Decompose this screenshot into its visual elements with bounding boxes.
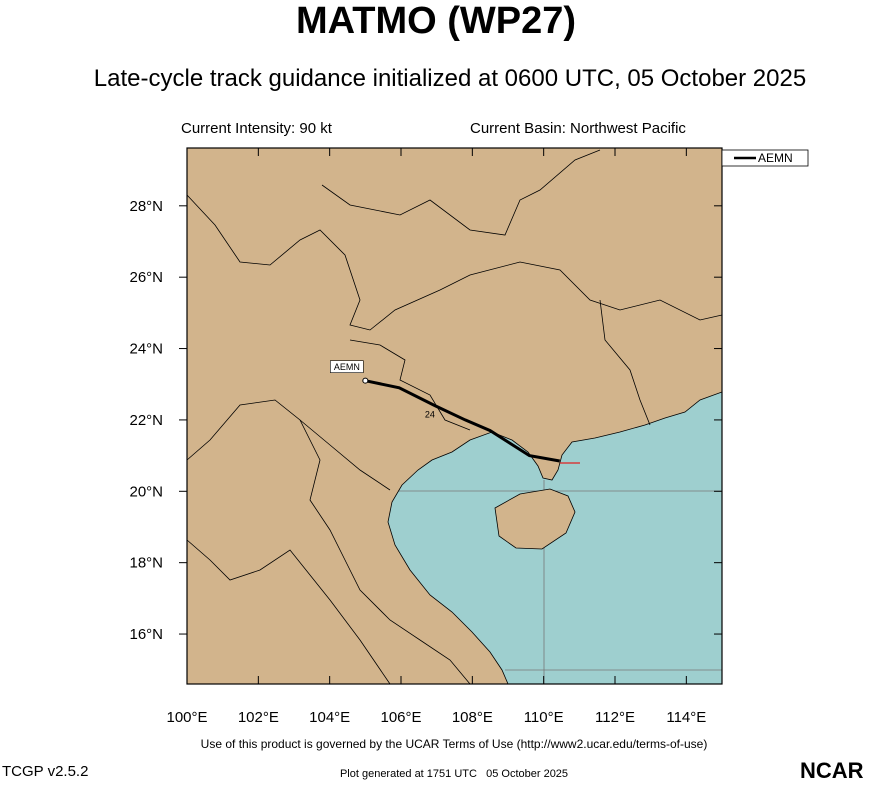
y-tick-label: 18°N [129,555,163,572]
y-tick-label: 20°N [129,483,163,500]
province-border [299,419,391,491]
chart-subtitle: Late-cycle track guidance initialized at… [94,65,806,92]
province-border [349,339,471,431]
track-start [362,377,369,384]
logo: NCAR [800,758,864,780]
y-tick-label: 24°N [129,341,163,358]
x-tick-label: 102°E [238,709,279,726]
current-intensity: Current Intensity: 90 kt [181,120,333,137]
y-tick-label: 28°N [129,198,163,215]
track-line [365,379,560,463]
province-border [186,194,723,331]
x-tick-label: 112°E [595,709,635,726]
terms-notice: Use of this product is governed by the U… [201,737,708,751]
current-basin: Current Basin: Northwest Pacific [470,120,686,137]
x-tick-label: 106°E [380,709,421,726]
legend-label: AEMN [758,151,793,165]
forecast-hour-label: 24 [425,410,435,420]
x-tick-label: 114°E [666,709,706,726]
y-tick-label: 26°N [129,269,163,286]
x-tick-label: 104°E [309,709,350,726]
legend: AEMN [721,149,809,167]
province-border [321,149,601,236]
island [494,488,576,550]
legend-box [721,149,809,167]
x-tick-label: 110°E [524,709,564,726]
province-border [599,299,651,426]
version: TCGP v2.5.2 [2,763,88,780]
y-tick-label: 16°N [129,626,163,643]
country-border [186,539,391,685]
country-border [186,399,471,685]
chart-title: MATMO (WP27) [296,0,576,42]
x-tick-label: 100°E [166,709,207,726]
y-tick-label: 22°N [129,412,163,429]
track-label-box [330,360,364,373]
map-frame [186,147,723,685]
generated-note: Plot generated at 1751 UTC 05 October 20… [340,768,568,780]
track-label: AEMN [334,362,360,372]
x-tick-label: 108°E [452,709,493,726]
